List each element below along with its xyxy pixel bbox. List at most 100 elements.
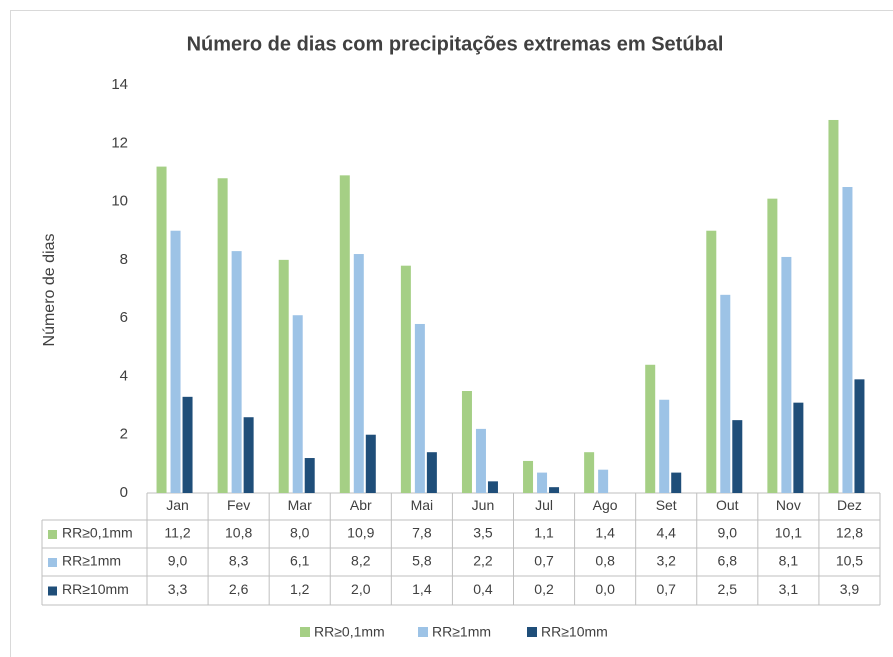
x-tick-label: Mar <box>288 497 312 513</box>
x-tick-label: Dez <box>837 497 862 513</box>
table-row-label: RR≥0,1mm <box>62 525 133 541</box>
table-cell: 1,1 <box>534 525 554 541</box>
table-cell: 1,4 <box>595 525 615 541</box>
bar <box>781 256 792 493</box>
table-cell: 6,1 <box>290 553 310 569</box>
bar <box>659 399 670 493</box>
table-cell: 7,8 <box>412 525 432 541</box>
x-tick-label: Ago <box>593 497 618 513</box>
chart-title: Número de dias com precipitações extrema… <box>187 33 724 55</box>
bar <box>365 434 376 493</box>
table-cell: 4,4 <box>656 525 676 541</box>
bar <box>793 402 804 493</box>
legend-label: RR≥1mm <box>432 624 491 640</box>
bar <box>671 472 682 493</box>
bar <box>549 487 560 493</box>
x-tick-label: Mai <box>411 497 434 513</box>
table-cell: 3,9 <box>840 581 860 597</box>
bar <box>339 175 350 494</box>
table-cell: 8,2 <box>351 553 371 569</box>
table-cell: 0,7 <box>534 553 554 569</box>
table-row-label: RR≥10mm <box>62 581 129 597</box>
x-tick-label: Out <box>716 497 739 513</box>
y-tick-label: 10 <box>111 193 128 210</box>
x-tick-label: Jul <box>535 497 553 513</box>
table-legend-key <box>48 586 57 596</box>
y-tick-label: 0 <box>120 484 128 501</box>
table-cell: 5,8 <box>412 553 432 569</box>
x-tick-label: Abr <box>350 497 372 513</box>
table-cell: 0,0 <box>595 581 615 597</box>
y-tick-label: 12 <box>111 134 128 151</box>
y-tick-label: 6 <box>120 309 128 326</box>
table-cell: 3,1 <box>779 581 799 597</box>
x-tick-label: Jan <box>166 497 189 513</box>
table-cell: 8,3 <box>229 553 249 569</box>
bar <box>182 396 193 493</box>
bar <box>292 315 303 493</box>
bar <box>353 254 364 493</box>
table-cell: 2,0 <box>351 581 371 597</box>
table-cell: 10,9 <box>347 525 374 541</box>
bar <box>584 452 595 493</box>
bar <box>523 460 534 493</box>
table-cell: 12,8 <box>836 525 863 541</box>
table-cell: 2,2 <box>473 553 493 569</box>
table-cell: 11,2 <box>164 525 190 541</box>
bar <box>767 198 778 493</box>
bar <box>537 472 548 493</box>
x-tick-label: Fev <box>227 497 250 513</box>
y-tick-label: 8 <box>120 251 128 268</box>
bar <box>487 481 498 493</box>
bar <box>217 178 228 493</box>
bar <box>706 230 717 493</box>
bar <box>645 364 656 493</box>
table-cell: 2,6 <box>229 581 249 597</box>
table-cell: 2,5 <box>718 581 738 597</box>
table-cell: 10,1 <box>775 525 802 541</box>
bar <box>720 294 731 493</box>
x-tick-label: Nov <box>776 497 801 513</box>
table-cell: 6,8 <box>718 553 738 569</box>
bar <box>461 391 472 493</box>
x-tick-label: Jun <box>472 497 495 513</box>
table-cell: 3,2 <box>656 553 676 569</box>
y-axis-label: Número de dias <box>41 234 58 347</box>
legend-key <box>300 627 310 637</box>
table-cell: 9,0 <box>718 525 738 541</box>
y-tick-label: 14 <box>111 76 128 93</box>
legend-label: RR≥10mm <box>541 624 608 640</box>
table-legend-key <box>48 558 57 567</box>
bar <box>475 428 486 493</box>
table-cell: 9,0 <box>168 553 188 569</box>
table-cell: 0,7 <box>656 581 676 597</box>
table-cell: 0,2 <box>534 581 554 597</box>
bar <box>278 259 289 493</box>
bar <box>304 458 315 493</box>
legend-label: RR≥0,1mm <box>314 624 385 640</box>
table-cell: 8,0 <box>290 525 310 541</box>
bar <box>732 420 743 493</box>
table-cell: 10,5 <box>836 553 863 569</box>
chart-frame <box>10 10 893 657</box>
table-cell: 3,5 <box>473 525 493 541</box>
bar <box>170 230 181 493</box>
bar <box>156 166 167 493</box>
bar <box>598 469 609 493</box>
bar <box>243 417 254 493</box>
x-tick-label: Set <box>656 497 677 513</box>
table-cell: 0,4 <box>473 581 493 597</box>
table-cell: 3,3 <box>168 581 188 597</box>
bar <box>400 265 411 493</box>
table-cell: 1,2 <box>290 581 310 597</box>
bar <box>414 323 425 493</box>
legend-key <box>527 627 537 637</box>
table-row-label: RR≥1mm <box>62 553 121 569</box>
bar <box>426 452 437 493</box>
table-cell: 1,4 <box>412 581 432 597</box>
table-cell: 8,1 <box>779 553 799 569</box>
table-cell: 10,8 <box>225 525 252 541</box>
y-tick-label: 4 <box>120 367 128 384</box>
legend-key <box>418 627 428 637</box>
